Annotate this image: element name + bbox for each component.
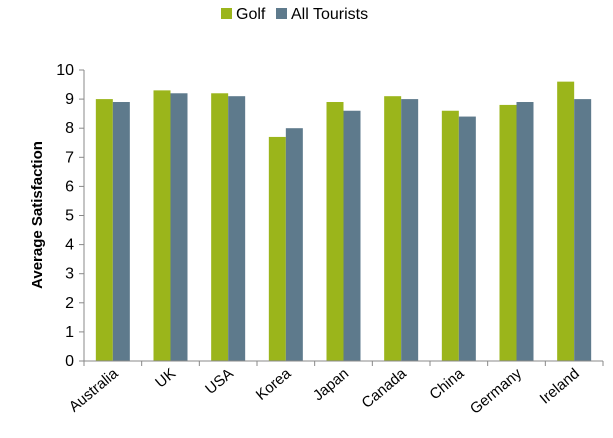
bar-golf bbox=[384, 96, 402, 361]
y-tick-label: 10 bbox=[56, 62, 74, 79]
x-tick-label: UK bbox=[152, 365, 179, 391]
bar-all-tourists bbox=[401, 99, 419, 361]
legend-label: Golf bbox=[236, 6, 266, 23]
bar-all-tourists bbox=[112, 102, 130, 361]
bar-all-tourists bbox=[516, 102, 534, 361]
legend: Golf All Tourists bbox=[221, 6, 368, 23]
bars bbox=[95, 81, 592, 362]
bar-golf bbox=[441, 110, 459, 362]
bar-all-tourists bbox=[458, 116, 476, 361]
bar-golf bbox=[153, 90, 171, 362]
y-axis: 0 1 2 3 4 5 6 7 8 9 10 bbox=[56, 62, 84, 370]
y-tick-label: 7 bbox=[65, 149, 74, 166]
bar-golf bbox=[557, 81, 575, 361]
x-axis-labels: Australia UK USA Korea Japan Canada China Germa… bbox=[66, 365, 583, 418]
y-axis-title: Average Satisfaction bbox=[29, 141, 46, 289]
y-tick-label: 4 bbox=[65, 237, 74, 254]
bar-all-tourists bbox=[343, 110, 361, 362]
y-tick-label: 2 bbox=[65, 295, 74, 312]
y-tick-label: 6 bbox=[65, 178, 74, 195]
bar-golf bbox=[95, 99, 113, 361]
bar-golf bbox=[499, 104, 517, 362]
y-tick-label: 3 bbox=[65, 266, 74, 283]
legend-label: All Tourists bbox=[291, 6, 368, 23]
bar-all-tourists bbox=[574, 99, 592, 361]
y-tick-label: 8 bbox=[65, 120, 74, 137]
y-tick-label: 1 bbox=[65, 324, 74, 341]
y-tick-label: 5 bbox=[65, 208, 74, 225]
legend-swatch bbox=[276, 8, 287, 19]
y-tick-label: 0 bbox=[65, 353, 74, 370]
bar-golf bbox=[268, 136, 286, 361]
x-tick-label: Korea bbox=[253, 365, 295, 404]
x-tick-label: Germany bbox=[467, 365, 526, 418]
bar-golf bbox=[211, 93, 229, 361]
x-tick-label: USA bbox=[202, 365, 237, 398]
bar-all-tourists bbox=[170, 93, 188, 361]
x-tick-label: Australia bbox=[66, 365, 122, 416]
y-tick-label: 9 bbox=[65, 91, 74, 108]
x-tick-label: China bbox=[426, 365, 467, 404]
x-tick-label: Japan bbox=[310, 365, 352, 404]
x-tick-label: Canada bbox=[359, 365, 411, 412]
axes bbox=[83, 70, 604, 366]
legend-swatch bbox=[221, 8, 232, 19]
x-tick-label: Ireland bbox=[537, 365, 583, 408]
bar-all-tourists bbox=[285, 128, 303, 361]
bar-all-tourists bbox=[228, 96, 246, 361]
bar-golf bbox=[326, 102, 344, 361]
